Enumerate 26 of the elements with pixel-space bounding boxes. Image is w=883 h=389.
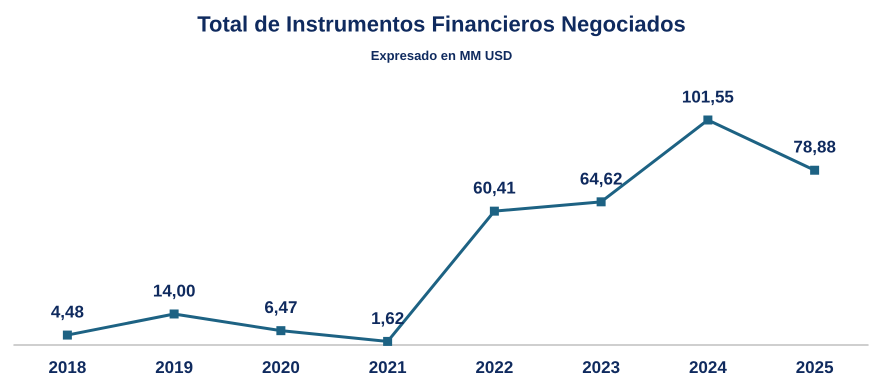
x-tick-label: 2024 bbox=[688, 358, 728, 377]
x-tick-label: 2019 bbox=[155, 358, 194, 377]
data-label: 64,62 bbox=[580, 169, 622, 188]
point bbox=[170, 309, 179, 318]
chart-subtitle: Expresado en MM USD bbox=[370, 48, 512, 63]
x-tick-label: 2025 bbox=[796, 358, 834, 377]
data-label: 6,47 bbox=[264, 298, 298, 318]
point bbox=[596, 197, 606, 206]
data-label: 1,62 bbox=[371, 308, 404, 328]
point bbox=[490, 206, 499, 216]
x-tick-label: 2021 bbox=[368, 358, 407, 377]
x-tick-label: 2022 bbox=[475, 358, 514, 377]
point bbox=[810, 166, 820, 175]
data-label: 101,55 bbox=[682, 88, 734, 106]
point bbox=[276, 326, 286, 336]
point bbox=[703, 116, 712, 124]
x-tick-label: 2018 bbox=[48, 358, 86, 377]
chart-title: Total de Instrumentos Financieros Negociados bbox=[197, 12, 686, 36]
data-label: 4,48 bbox=[50, 302, 84, 322]
x-tick-label: 2020 bbox=[262, 358, 300, 377]
data-label: 60,41 bbox=[473, 178, 516, 198]
data-label: 14,00 bbox=[152, 281, 196, 300]
point bbox=[383, 336, 392, 346]
point bbox=[62, 330, 72, 340]
x-tick-label: 2023 bbox=[582, 358, 620, 377]
data-label: 78,88 bbox=[793, 138, 836, 157]
